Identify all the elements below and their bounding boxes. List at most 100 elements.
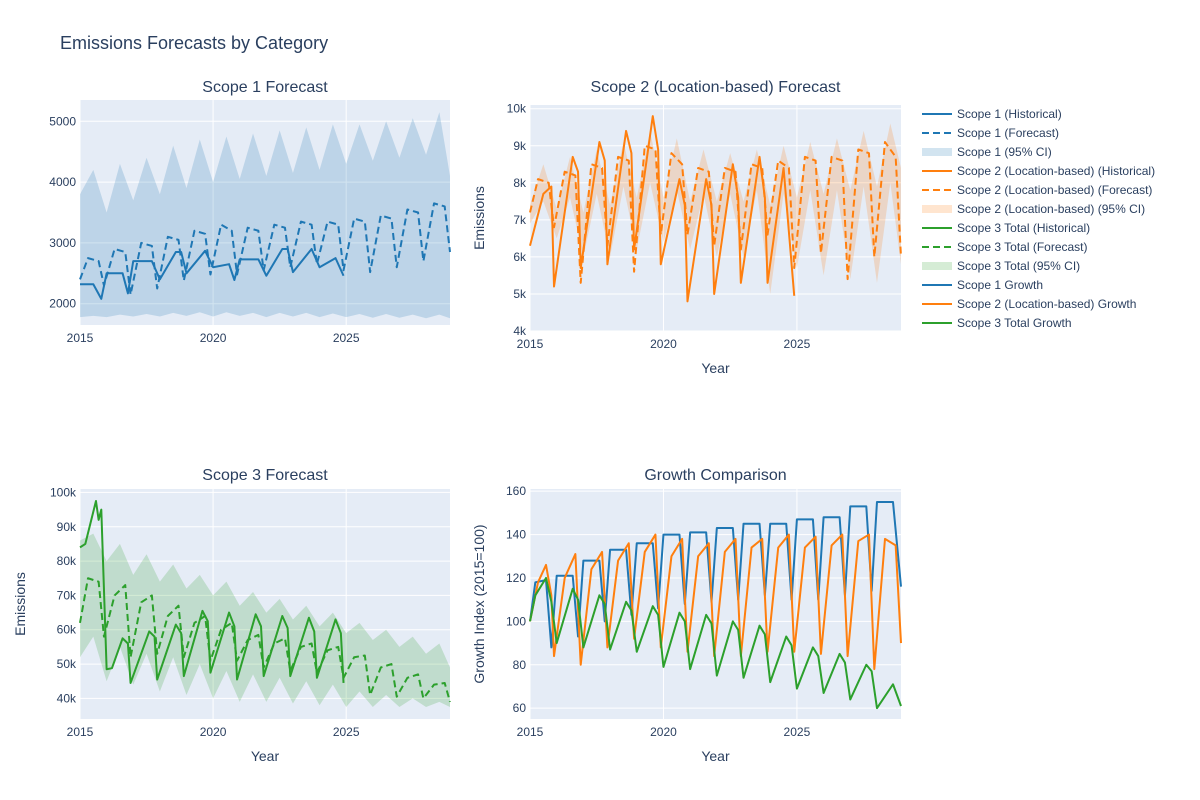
scope3-subplot-title: Scope 3 Forecast xyxy=(202,467,328,484)
legend-label: Scope 1 (Historical) xyxy=(957,106,1062,121)
legend-swatch xyxy=(922,131,952,134)
y-tick-label: 140 xyxy=(506,528,526,542)
legend-swatch xyxy=(922,302,952,305)
y-tick-label: 60 xyxy=(513,701,527,715)
legend-swatch xyxy=(922,226,952,229)
legend-swatch xyxy=(922,169,952,172)
y-tick-label: 160 xyxy=(506,484,526,498)
y-tick-label: 5000 xyxy=(49,114,76,128)
legend-swatch xyxy=(922,112,952,115)
x-tick-label: 2015 xyxy=(67,725,94,739)
x-tick-label: 2020 xyxy=(650,725,677,739)
scope-1-historical-line xyxy=(80,247,345,300)
growth-subplot: 60 80 100 120 140 160 2015 2020 2025 Year Growth I… xyxy=(471,484,902,764)
plot-area xyxy=(80,489,450,719)
y-tick-label: 5k xyxy=(513,287,527,301)
y-tick-label: 50k xyxy=(57,657,77,671)
legend-item-scope-3-total-forecast[interactable]: Scope 3 Total (Forecast) xyxy=(922,237,1155,256)
x-axis-title: Year xyxy=(701,360,730,376)
plot-area xyxy=(530,105,901,331)
x-axis-title: Year xyxy=(251,748,280,764)
y-tick-label: 80 xyxy=(513,658,527,672)
y-tick-label: 100k xyxy=(50,485,77,499)
legend-label: Scope 1 (95% CI) xyxy=(957,144,1052,159)
scope-2-location-based-growth-line xyxy=(529,533,902,671)
scope2-subplot-title: Scope 2 (Location-based) Forecast xyxy=(590,79,841,96)
legend-swatch xyxy=(922,204,952,213)
y-tick-label: 8k xyxy=(513,176,527,190)
legend-swatch xyxy=(922,188,952,191)
y-tick-label: 9k xyxy=(513,139,527,153)
legend-swatch xyxy=(922,321,952,324)
legend-item-scope-2-location-based-historical[interactable]: Scope 2 (Location-based) (Historical) xyxy=(922,161,1155,180)
legend-label: Scope 3 Total (95% CI) xyxy=(957,258,1081,273)
y-tick-label: 3000 xyxy=(49,236,76,250)
y-tick-label: 4000 xyxy=(49,175,76,189)
legend: Scope 1 (Historical) Scope 1 (Forecast) Sc… xyxy=(922,104,1155,332)
legend-label: Scope 2 (Location-based) (95% CI) xyxy=(957,201,1146,216)
x-tick-label: 2015 xyxy=(67,331,94,345)
figure-title: Emissions Forecasts by Category xyxy=(60,33,329,53)
legend-swatch xyxy=(922,261,952,270)
x-tick-label: 2020 xyxy=(650,337,677,351)
legend-label: Scope 3 Total (Historical) xyxy=(957,220,1091,235)
legend-label: Scope 3 Total (Forecast) xyxy=(957,239,1088,254)
legend-item-scope-1-historical[interactable]: Scope 1 (Historical) xyxy=(922,104,1155,123)
x-tick-label: 2020 xyxy=(200,331,227,345)
plot-area xyxy=(530,489,901,719)
legend-label: Scope 2 (Location-based) (Historical) xyxy=(957,163,1156,178)
y-tick-label: 4k xyxy=(513,324,527,338)
legend-swatch xyxy=(922,245,952,248)
y-tick-label: 60k xyxy=(57,623,77,637)
scope-3-total-95-ci-band xyxy=(80,533,450,707)
growth-subplot-title: Growth Comparison xyxy=(644,467,787,484)
x-tick-label: 2025 xyxy=(333,331,360,345)
legend-swatch xyxy=(922,147,952,156)
x-tick-label: 2015 xyxy=(517,725,544,739)
legend-item-scope-1-95-ci[interactable]: Scope 1 (95% CI) xyxy=(922,142,1155,161)
x-tick-label: 2025 xyxy=(784,337,811,351)
y-tick-label: 80k xyxy=(57,554,77,568)
y-tick-label: 90k xyxy=(57,520,77,534)
legend-swatch xyxy=(922,283,952,286)
y-tick-label: 10k xyxy=(507,102,527,116)
legend-item-scope-2-location-based-forecast[interactable]: Scope 2 (Location-based) (Forecast) xyxy=(922,180,1155,199)
legend-label: Scope 2 (Location-based) (Forecast) xyxy=(957,182,1153,197)
y-tick-label: 6k xyxy=(513,250,527,264)
x-tick-label: 2025 xyxy=(784,725,811,739)
y-tick-label: 40k xyxy=(57,691,77,705)
y-axis-title: Emissions xyxy=(471,186,487,250)
y-tick-label: 7k xyxy=(513,213,527,227)
scope-1-forecast-line xyxy=(79,202,451,296)
legend-label: Scope 3 Total Growth xyxy=(957,315,1072,330)
scope3-subplot: 40k 50k 60k 70k 80k 90k 100k 2015 2020 2025 Year Em… xyxy=(12,485,451,764)
scope-2-location-based-95-ci-band xyxy=(530,123,901,294)
legend-label: Scope 1 (Forecast) xyxy=(957,125,1060,140)
scope1-subplot-title: Scope 1 Forecast xyxy=(202,79,328,96)
y-tick-label: 70k xyxy=(57,588,77,602)
scope-2-location-based-forecast-line xyxy=(529,141,902,284)
x-tick-label: 2020 xyxy=(200,725,227,739)
legend-item-scope-3-total-95-ci[interactable]: Scope 3 Total (95% CI) xyxy=(922,256,1155,275)
scope-3-total-growth-line xyxy=(529,576,902,710)
y-tick-label: 2000 xyxy=(49,297,76,311)
legend-item-scope-1-forecast[interactable]: Scope 1 (Forecast) xyxy=(922,123,1155,142)
legend-item-scope-2-location-based-95-ci[interactable]: Scope 2 (Location-based) (95% CI) xyxy=(922,199,1155,218)
legend-label: Scope 2 (Location-based) Growth xyxy=(957,296,1137,311)
y-tick-label: 100 xyxy=(506,614,526,628)
scope2-subplot: 4k 5k 6k 7k 8k 9k 10k 2015 2020 2025 Year Emissions xyxy=(471,102,902,376)
scope-3-total-forecast-line xyxy=(79,577,451,703)
legend-item-scope-1-growth[interactable]: Scope 1 Growth xyxy=(922,275,1155,294)
legend-label: Scope 1 Growth xyxy=(957,277,1044,292)
y-axis-title: Emissions xyxy=(12,572,28,636)
x-axis-title: Year xyxy=(701,748,730,764)
y-tick-label: 120 xyxy=(506,571,526,585)
scope1-subplot: 2000 3000 4000 5000 2015 2020 2025 xyxy=(49,100,451,345)
legend-item-scope-3-total-historical[interactable]: Scope 3 Total (Historical) xyxy=(922,218,1155,237)
legend-item-scope-2-location-based-growth[interactable]: Scope 2 (Location-based) Growth xyxy=(922,294,1155,313)
x-tick-label: 2015 xyxy=(517,337,544,351)
scope-1-95-ci-band xyxy=(80,112,450,319)
legend-item-scope-3-total-growth[interactable]: Scope 3 Total Growth xyxy=(922,313,1155,332)
y-axis-title: Growth Index (2015=100) xyxy=(471,524,487,683)
